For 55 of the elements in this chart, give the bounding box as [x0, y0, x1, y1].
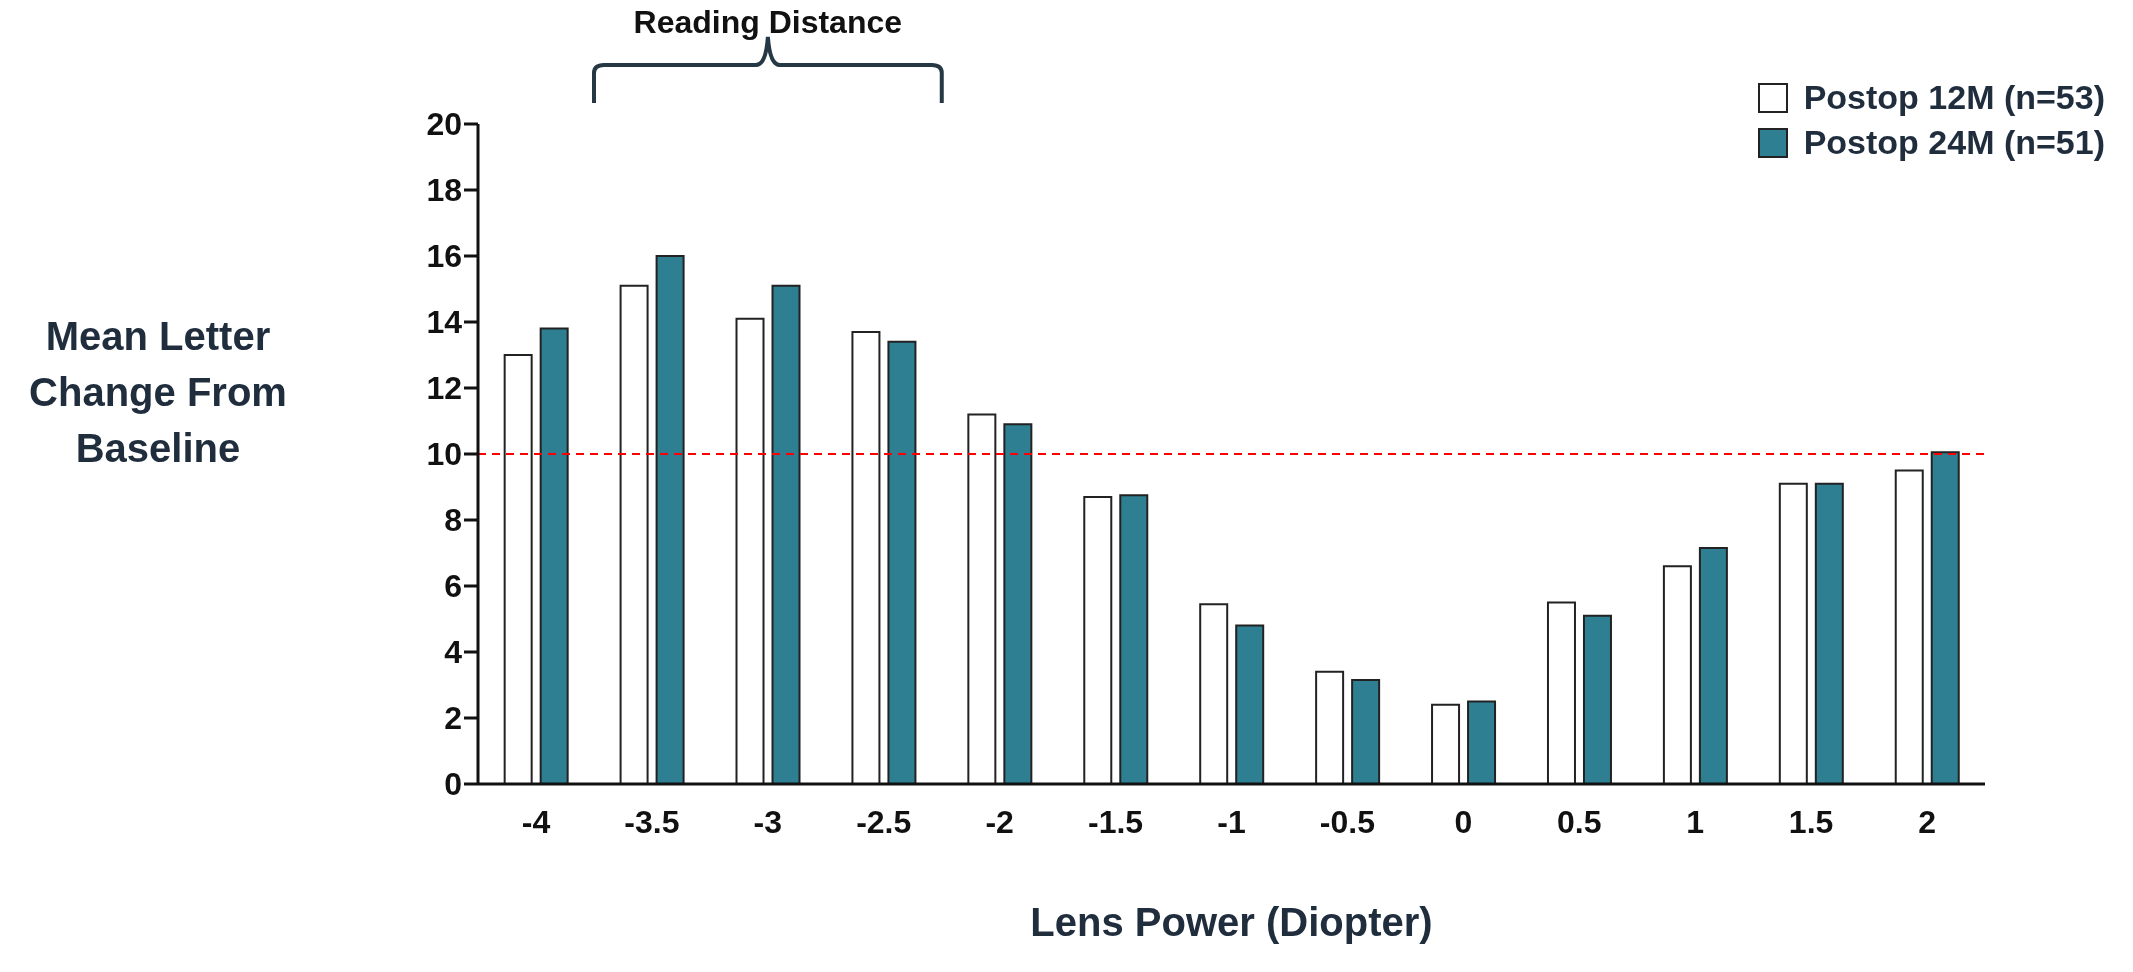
bar [887, 340, 917, 784]
bar [1431, 703, 1461, 784]
text: Reading Distance [632, 4, 904, 41]
bar [539, 327, 569, 784]
bar [1003, 423, 1033, 784]
y-tick-label: 12 [426, 370, 462, 407]
x-axis-title: Lens Power (Diopter) [1029, 900, 1434, 945]
bar [1235, 624, 1265, 784]
bar [1351, 679, 1381, 784]
y-tick-label: 0 [444, 766, 462, 803]
bar [655, 255, 685, 784]
bar [851, 330, 881, 784]
bar [1582, 614, 1612, 784]
bar [1930, 451, 1960, 784]
bar [1467, 700, 1497, 784]
x-tick-label: 0.5 [1557, 803, 1602, 840]
bar [503, 354, 533, 784]
x-tick-label: -2 [985, 803, 1014, 840]
y-tick-label: 10 [426, 436, 462, 473]
y-tick-label: 2 [444, 700, 462, 737]
y-tick-label: 14 [426, 304, 463, 341]
bar [1199, 603, 1229, 784]
y-tick-label: 20 [426, 106, 462, 143]
bar [1814, 482, 1844, 784]
x-tick-label: -3 [753, 803, 783, 840]
y-tick-label: 18 [426, 172, 462, 209]
y-axis-title: Mean Letter Change From Baseline [28, 313, 288, 472]
x-tick-label: -1 [1217, 803, 1246, 840]
bar [1778, 482, 1808, 784]
bar [619, 284, 649, 784]
legend-label: Postop 24M (n=51) [1803, 123, 2105, 162]
y-tick-label: 8 [444, 502, 462, 539]
bar [771, 284, 801, 784]
bar [1083, 495, 1113, 784]
bar [1546, 601, 1576, 784]
bar [1119, 494, 1149, 784]
bar [735, 317, 765, 784]
x-tick-label: -4 [521, 803, 551, 840]
y-tick-label: 4 [444, 634, 463, 671]
legend-label: Postop 12M (n=53) [1803, 78, 2105, 117]
y-tick-label: 6 [444, 568, 462, 605]
x-tick-label: 0 [1454, 803, 1473, 840]
x-tick-label: 1 [1686, 803, 1705, 840]
x-tick-label: -1.5 [1088, 803, 1144, 840]
x-tick-label: 2 [1918, 803, 1936, 840]
bar [1698, 547, 1728, 784]
x-tick-label: -2.5 [856, 803, 912, 840]
bar [1315, 670, 1345, 784]
x-tick-label: -0.5 [1319, 803, 1375, 840]
bar [967, 413, 997, 784]
bar [1894, 469, 1924, 784]
x-tick-label: 1.5 [1788, 803, 1834, 840]
y-tick-label: 16 [426, 238, 462, 275]
bar [1662, 565, 1692, 784]
x-tick-label: -3.5 [624, 803, 680, 840]
